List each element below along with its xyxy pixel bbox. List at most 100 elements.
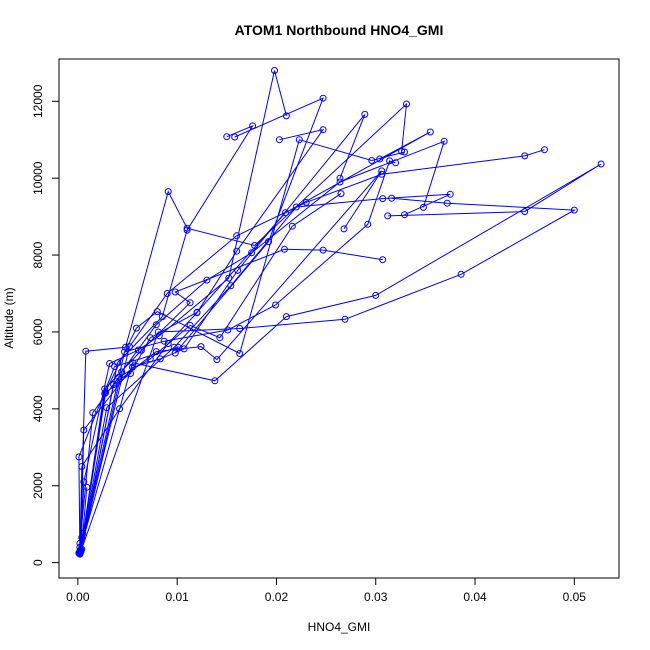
plot-area — [75, 67, 605, 558]
data-point — [337, 190, 345, 198]
series-12 — [75, 190, 345, 557]
data-point — [281, 209, 289, 217]
data-point — [541, 146, 548, 154]
y-tick-label: 8000 — [31, 241, 45, 268]
data-point — [379, 195, 387, 203]
data-point — [401, 148, 408, 156]
series-line — [80, 170, 383, 552]
data-point — [372, 291, 380, 299]
data-point — [341, 315, 349, 323]
data-point — [163, 290, 171, 297]
data-point — [223, 133, 231, 141]
data-point — [114, 359, 122, 367]
data-point — [118, 368, 126, 376]
y-tick-label: 2000 — [31, 472, 45, 499]
x-tick-label: 0.00 — [66, 590, 90, 604]
data-point — [156, 355, 164, 363]
data-point — [440, 137, 448, 145]
y-axis-label: Altitude (m) — [2, 287, 16, 348]
data-point — [183, 226, 191, 234]
data-point — [154, 328, 162, 336]
y-tick-label: 4000 — [31, 395, 45, 422]
data-point — [164, 188, 172, 196]
x-axis: 0.00 0.01 0.02 0.03 0.04 0.05 — [66, 577, 586, 604]
data-point — [116, 405, 124, 413]
y-tick-label: 0 — [31, 559, 45, 566]
series-line — [79, 102, 408, 554]
data-point — [76, 543, 84, 551]
data-point — [403, 100, 410, 108]
data-point — [225, 274, 233, 282]
data-point — [126, 343, 133, 351]
data-point — [280, 245, 288, 253]
data-point — [89, 409, 97, 417]
data-point — [378, 167, 386, 175]
series-line — [80, 197, 577, 552]
series-line — [78, 193, 342, 554]
series-17 — [77, 136, 408, 556]
data-point — [83, 483, 91, 491]
series-line — [80, 140, 445, 552]
data-point — [152, 321, 160, 329]
data-point — [170, 343, 178, 351]
data-point — [292, 203, 300, 211]
data-point — [340, 225, 348, 233]
data-point — [457, 270, 465, 278]
series-line — [79, 149, 545, 553]
data-point — [211, 377, 219, 385]
data-point — [295, 136, 303, 144]
series-line — [79, 160, 396, 553]
data-point — [153, 308, 161, 316]
data-point — [160, 337, 168, 345]
data-point — [288, 222, 296, 230]
data-point — [319, 246, 327, 254]
data-point — [282, 313, 290, 321]
data-point — [75, 453, 83, 461]
data-point — [426, 128, 434, 136]
data-point — [275, 136, 283, 144]
series-line — [80, 139, 405, 552]
data-point — [213, 356, 221, 364]
y-tick-label: 12000 — [31, 84, 45, 118]
data-point — [216, 334, 224, 342]
data-point — [384, 212, 392, 220]
data-point — [233, 247, 241, 255]
data-point — [446, 190, 454, 198]
data-point — [443, 199, 451, 207]
data-point — [203, 276, 211, 284]
series-10 — [77, 194, 578, 555]
data-point — [302, 198, 310, 206]
data-point — [152, 348, 160, 356]
x-axis-label: HNO4_GMI — [308, 620, 371, 634]
y-tick-label: 10000 — [31, 161, 45, 195]
data-point — [521, 152, 529, 160]
x-tick-label: 0.02 — [265, 590, 289, 604]
data-point — [78, 534, 86, 542]
data-point — [248, 249, 256, 257]
data-point — [233, 232, 241, 240]
data-point — [388, 194, 396, 202]
data-point — [77, 548, 85, 556]
data-point — [379, 256, 387, 264]
data-point — [401, 211, 408, 219]
data-point — [197, 343, 205, 351]
data-point — [570, 206, 578, 214]
data-point — [368, 157, 376, 164]
data-point — [186, 299, 194, 307]
x-tick-label: 0.04 — [463, 590, 487, 604]
data-point — [227, 282, 235, 290]
data-point — [106, 360, 114, 367]
data-point — [251, 242, 259, 249]
x-tick-label: 0.03 — [364, 590, 388, 604]
data-point — [193, 308, 201, 316]
data-point — [319, 126, 327, 134]
series-line — [80, 193, 451, 550]
series-11 — [76, 157, 400, 556]
data-point — [171, 288, 179, 296]
data-point — [110, 381, 118, 389]
data-point — [319, 94, 327, 102]
data-point — [272, 301, 279, 309]
data-point — [231, 133, 239, 141]
data-point — [236, 325, 244, 332]
